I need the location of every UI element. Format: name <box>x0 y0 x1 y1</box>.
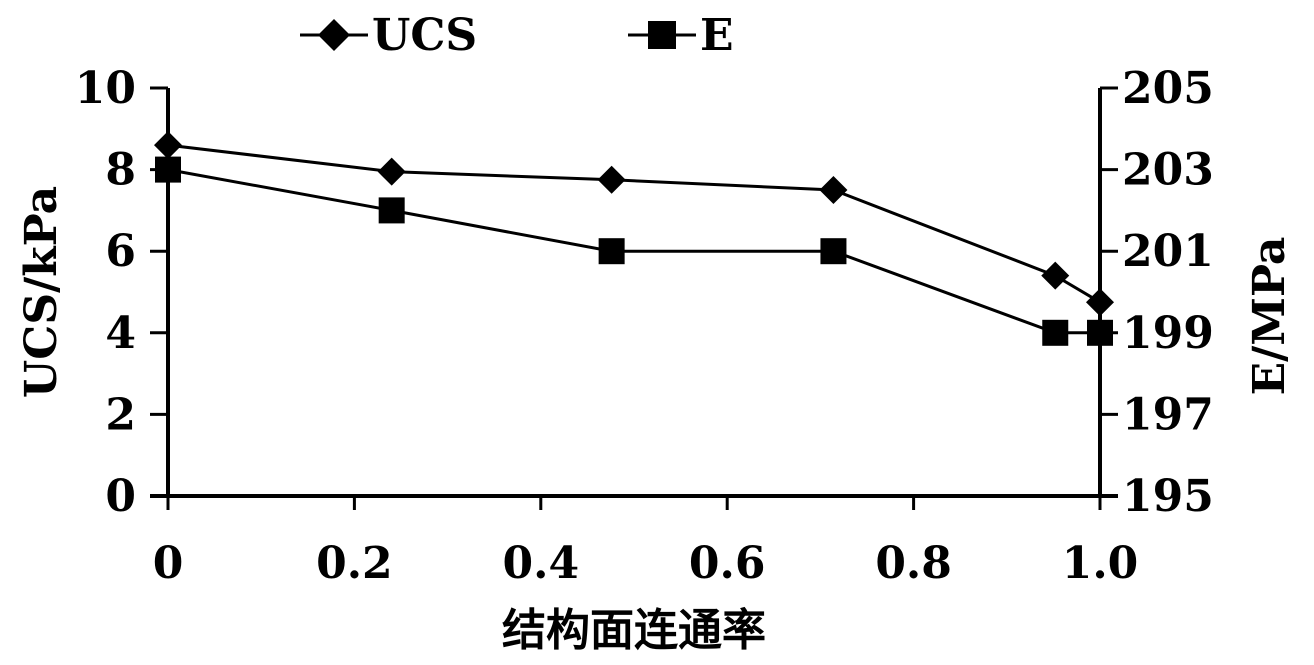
series <box>154 131 1114 346</box>
y-left-tick-label: 8 <box>105 145 136 196</box>
y-right-axis-title: E/MPa <box>1244 237 1295 396</box>
legend: UCS E <box>300 10 734 61</box>
y-left-tick-label: 0 <box>105 471 136 522</box>
series-e-line <box>167 168 1100 335</box>
series-e-point <box>1042 319 1069 346</box>
x-tick-label: 0 <box>153 538 184 589</box>
x-tick-label: 0.8 <box>875 538 952 589</box>
series-ucs-line <box>167 143 1101 304</box>
x-tick-label: 0.6 <box>689 538 766 589</box>
y-right-tick-label: 199 <box>1122 308 1214 359</box>
series-e-point <box>820 238 847 265</box>
y-left-axis-title: UCS/kPa <box>16 186 67 398</box>
legend-ucs-label: UCS <box>372 10 477 61</box>
series-e-point <box>378 197 405 224</box>
y-left-tick-label: 4 <box>105 308 136 359</box>
series-e-point <box>1087 319 1113 346</box>
y-right-tick-label: 195 <box>1122 471 1214 522</box>
series-ucs-point <box>1041 261 1070 290</box>
y-left-tick-label: 2 <box>105 389 136 440</box>
y-left-tick-label: 10 <box>75 63 136 114</box>
x-tick-label: 0.2 <box>316 538 393 589</box>
series-ucs-point <box>1086 288 1114 317</box>
series-ucs-point <box>597 165 626 194</box>
series-e-point <box>598 238 625 265</box>
series-ucs-point <box>819 176 848 204</box>
legend-ucs-marker <box>318 19 350 51</box>
legend-e-marker <box>648 21 676 49</box>
y-right-tick-label: 205 <box>1122 63 1214 114</box>
series-ucs-point <box>154 131 182 160</box>
series-e-point <box>155 156 181 183</box>
y-right-tick-label: 203 <box>1122 145 1214 196</box>
y-right-tick-label: 197 <box>1122 389 1214 440</box>
y-left-tick-label: 6 <box>105 226 136 277</box>
x-tick-label: 0.4 <box>503 538 580 589</box>
x-axis-title: 结构面连通率 <box>502 605 766 656</box>
series-ucs-point <box>377 157 406 186</box>
ticks: 0 0.2 0.4 0.6 0.8 1.0 0 2 4 6 8 10 195 197 199 201 203 20… <box>75 63 1214 589</box>
y-right-tick-label: 201 <box>1122 226 1214 277</box>
x-tick-label: 1.0 <box>1062 538 1139 589</box>
legend-e-label: E <box>700 10 734 61</box>
